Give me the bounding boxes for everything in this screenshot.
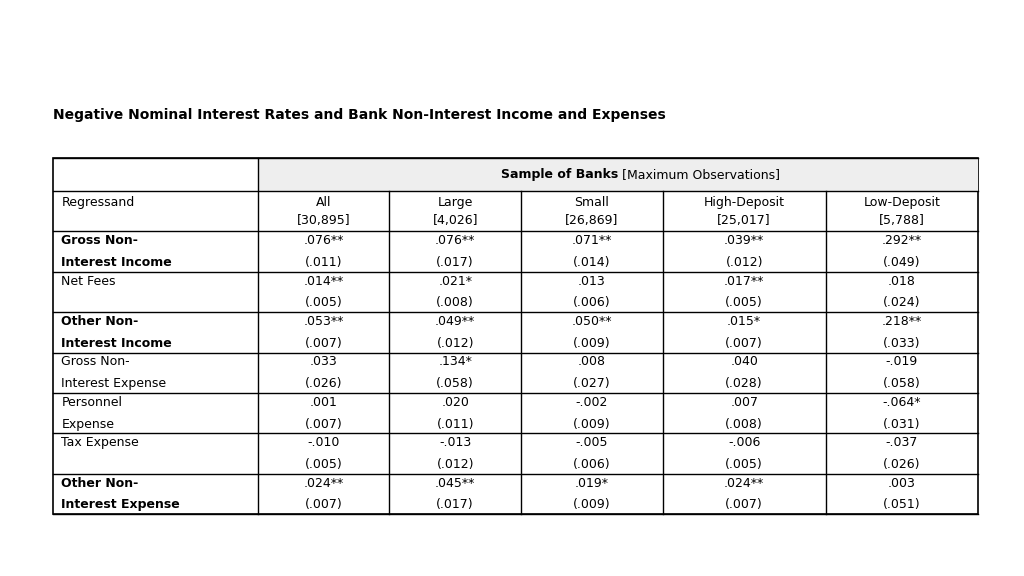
Text: -.064*: -.064* [883,396,921,409]
Text: (.049): (.049) [883,256,921,269]
Text: High-Deposit: High-Deposit [703,196,784,209]
Text: [Maximum Observations]: [Maximum Observations] [618,168,780,181]
Text: .013: .013 [578,275,605,287]
Text: Interest Income: Interest Income [61,337,172,350]
Text: Decomposition of non-interest income: Decomposition of non-interest income [106,32,918,69]
Text: .018: .018 [888,275,915,287]
Text: Tax Expense: Tax Expense [61,436,139,449]
Text: .021*: .021* [438,275,472,287]
Text: (.012): (.012) [725,256,763,269]
Text: .076**: .076** [304,234,344,247]
Text: (.012): (.012) [436,337,474,350]
Text: -.013: -.013 [439,436,471,449]
Text: [5,788]: [5,788] [879,214,925,227]
Text: [25,017]: [25,017] [718,214,771,227]
Text: .001: .001 [310,396,338,409]
Text: -.005: -.005 [575,436,608,449]
Text: (.014): (.014) [573,256,610,269]
Text: (.009): (.009) [573,498,610,511]
Text: (.051): (.051) [883,498,921,511]
Text: (.058): (.058) [883,377,921,391]
Text: (.005): (.005) [725,297,763,309]
Text: .017**: .017** [724,275,764,287]
Text: Interest Income: Interest Income [61,256,172,269]
Text: (.008): (.008) [436,297,474,309]
Text: (.005): (.005) [725,458,763,471]
Text: (.005): (.005) [305,458,343,471]
Text: (.028): (.028) [725,377,763,391]
Text: (.017): (.017) [436,256,474,269]
Text: Regressand: Regressand [61,196,135,209]
Text: Large: Large [437,196,473,209]
Text: Personnel: Personnel [61,396,123,409]
Text: [4,026]: [4,026] [432,214,478,227]
Text: (.006): (.006) [573,297,610,309]
Text: .053**: .053** [304,315,344,328]
Text: Interest Expense: Interest Expense [61,498,180,511]
Text: Other Non-: Other Non- [61,476,138,490]
Text: .134*: .134* [438,355,472,369]
Text: (.058): (.058) [436,377,474,391]
Text: (.007): (.007) [725,498,763,511]
Text: .049**: .049** [435,315,475,328]
Text: -.002: -.002 [575,396,608,409]
Bar [258,158,978,191]
Text: (.011): (.011) [436,418,474,431]
Text: Expense: Expense [61,418,115,431]
Text: .020: .020 [441,396,469,409]
Text: (.009): (.009) [573,418,610,431]
Text: .040: .040 [730,355,758,369]
Text: .019*: .019* [574,476,608,490]
Text: .015*: .015* [727,315,761,328]
Text: Gross Non-: Gross Non- [61,355,130,369]
Text: (.026): (.026) [305,377,343,391]
Text: (.007): (.007) [305,337,343,350]
Text: Gross Non-: Gross Non- [61,234,138,247]
Text: .003: .003 [888,476,915,490]
Text: (.006): (.006) [573,458,610,471]
Text: (.012): (.012) [436,458,474,471]
Text: .050**: .050** [571,315,612,328]
Text: (.007): (.007) [725,337,763,350]
Text: Negative Nominal Interest Rates and Bank Non-Interest Income and Expenses: Negative Nominal Interest Rates and Bank… [53,108,666,122]
Text: Net Fees: Net Fees [61,275,116,287]
Text: -.037: -.037 [886,436,918,449]
Text: (.007): (.007) [305,498,343,511]
Text: (.017): (.017) [436,498,474,511]
Text: .045**: .045** [435,476,475,490]
Text: .071**: .071** [571,234,612,247]
Bar [53,158,978,514]
Text: (.026): (.026) [883,458,921,471]
Text: .008: .008 [578,355,606,369]
Text: (.009): (.009) [573,337,610,350]
Text: (.008): (.008) [725,418,763,431]
Text: Small: Small [574,196,609,209]
Text: Other Non-: Other Non- [61,315,138,328]
Text: [26,869]: [26,869] [565,214,618,227]
Text: -.019: -.019 [886,355,918,369]
Text: (.027): (.027) [573,377,610,391]
Text: Interest Expense: Interest Expense [61,377,167,391]
Text: All: All [316,196,332,209]
Text: (.007): (.007) [305,418,343,431]
Text: (.033): (.033) [883,337,921,350]
Text: Low-Deposit: Low-Deposit [863,196,940,209]
Text: .014**: .014** [304,275,344,287]
Text: (.011): (.011) [305,256,343,269]
Text: [30,895]: [30,895] [297,214,350,227]
Text: .292**: .292** [882,234,922,247]
Text: .024**: .024** [724,476,764,490]
Text: -.006: -.006 [728,436,760,449]
Text: .024**: .024** [304,476,344,490]
Text: (.024): (.024) [883,297,921,309]
Text: .007: .007 [730,396,758,409]
Text: .076**: .076** [435,234,475,247]
Text: (.031): (.031) [883,418,921,431]
Text: .033: .033 [310,355,338,369]
Text: (.005): (.005) [305,297,343,309]
Text: Sample of Banks: Sample of Banks [501,168,618,181]
Text: .218**: .218** [882,315,922,328]
Text: -.010: -.010 [307,436,340,449]
Text: .039**: .039** [724,234,764,247]
